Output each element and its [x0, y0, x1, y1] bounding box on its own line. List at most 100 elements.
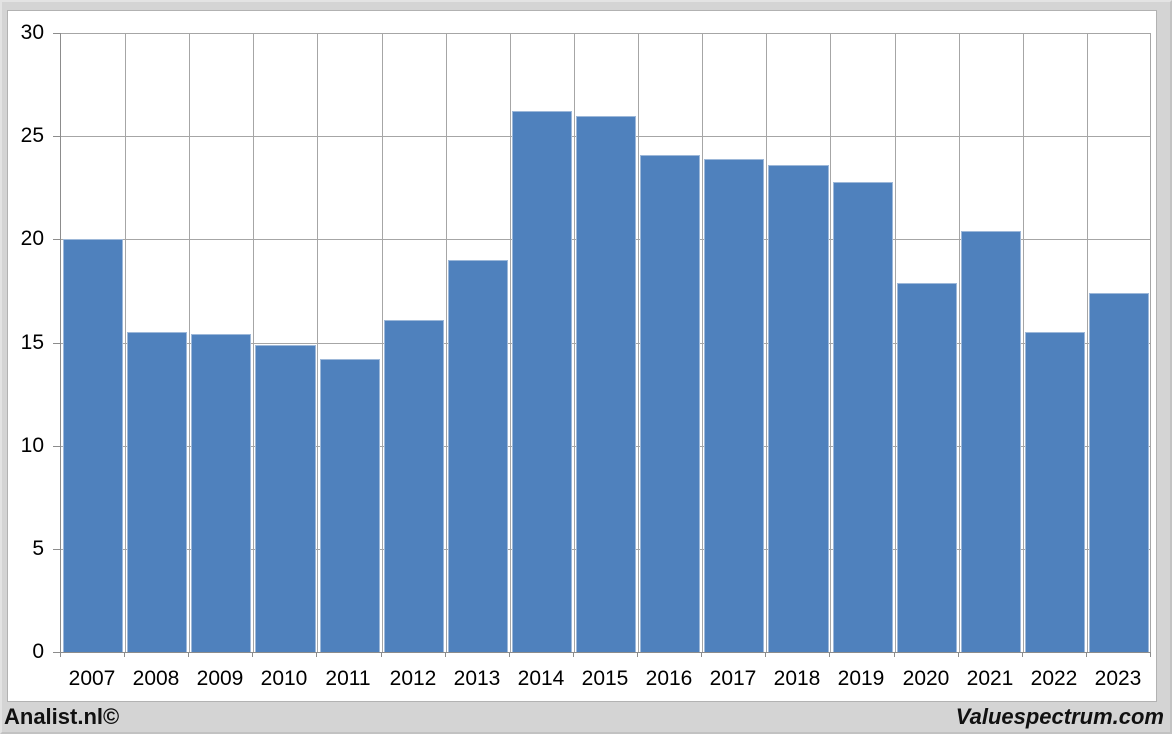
- y-axis-tick-10: [53, 446, 60, 447]
- x-axis-tick-1: [124, 652, 125, 657]
- bar-2019: [832, 181, 893, 652]
- bar-column-2008: [125, 33, 189, 652]
- bar-2017: [704, 158, 765, 652]
- h-gridline-30: [61, 33, 1151, 34]
- y-axis-tick-30: [53, 33, 60, 34]
- v-gridline-15: [1023, 33, 1024, 652]
- footer-band: Analist.nl© Valuespectrum.com: [2, 702, 1170, 732]
- bar-column-2014: [510, 33, 574, 652]
- bar-2020: [896, 282, 957, 652]
- bar-2008: [127, 332, 188, 652]
- x-axis-tick-11: [765, 652, 766, 657]
- x-axis-label-2017: 2017: [709, 667, 757, 690]
- x-axis-label-2014: 2014: [517, 667, 565, 690]
- plot-area: [60, 33, 1151, 653]
- x-axis-tick-14: [958, 652, 959, 657]
- v-gridline-16: [1087, 33, 1088, 652]
- x-axis-label-2018: 2018: [773, 667, 821, 690]
- x-axis-label-2022: 2022: [1030, 667, 1078, 690]
- v-gridline-5: [382, 33, 383, 652]
- v-gridline-17: [1150, 33, 1151, 652]
- bar-column-2012: [382, 33, 446, 652]
- x-axis-tick-10: [701, 652, 702, 657]
- y-axis-tick-0: [53, 652, 60, 653]
- v-gridline-4: [317, 33, 318, 652]
- chart-panel: 0 5 10 15 20 25 30 2007 2008 2009 2010 2011 2012 2013…: [7, 10, 1157, 702]
- x-axis-label-2012: 2012: [389, 667, 437, 690]
- bar-2015: [576, 115, 637, 652]
- x-axis-tick-6: [445, 652, 446, 657]
- x-axis-tick-4: [316, 652, 317, 657]
- x-axis-tick-12: [829, 652, 830, 657]
- bar-column-2018: [766, 33, 830, 652]
- x-axis-tick-8: [573, 652, 574, 657]
- bar-2011: [319, 359, 380, 652]
- x-axis-tick-15: [1022, 652, 1023, 657]
- bar-2013: [447, 259, 508, 652]
- y-axis-label-25: 25: [20, 124, 44, 147]
- bar-2009: [191, 334, 252, 652]
- x-axis-label-2007: 2007: [68, 667, 116, 690]
- y-axis-label-15: 15: [20, 331, 44, 354]
- x-axis-label-2010: 2010: [260, 667, 308, 690]
- bar-2018: [768, 165, 829, 652]
- x-axis-tick-7: [509, 652, 510, 657]
- y-axis-tick-20: [53, 239, 60, 240]
- bar-2022: [1024, 332, 1085, 652]
- bar-2014: [511, 111, 572, 652]
- bar-column-2016: [638, 33, 702, 652]
- bar-2016: [640, 154, 701, 652]
- y-axis-tick-15: [53, 343, 60, 344]
- v-gridline-3: [253, 33, 254, 652]
- x-axis-label-2019: 2019: [837, 667, 885, 690]
- bar-column-2019: [831, 33, 895, 652]
- v-gridline-9: [638, 33, 639, 652]
- bar-column-2017: [702, 33, 766, 652]
- y-axis-label-5: 5: [32, 537, 44, 560]
- y-axis-label-0: 0: [32, 640, 44, 663]
- y-axis-label-30: 30: [20, 21, 44, 44]
- bar-2021: [960, 231, 1021, 652]
- y-axis-tick-5: [53, 549, 60, 550]
- x-axis-label-2011: 2011: [325, 667, 371, 690]
- bar-column-2013: [446, 33, 510, 652]
- v-gridline-7: [510, 33, 511, 652]
- x-axis-tick-5: [381, 652, 382, 657]
- x-axis-label-2008: 2008: [132, 667, 180, 690]
- bar-column-2007: [61, 33, 125, 652]
- x-axis-label-2013: 2013: [453, 667, 501, 690]
- bar-2023: [1089, 292, 1150, 652]
- v-gridline-13: [895, 33, 896, 652]
- y-axis-label-10: 10: [20, 434, 44, 457]
- x-axis-tick-13: [894, 652, 895, 657]
- y-axis-tick-25: [53, 136, 60, 137]
- v-gridline-11: [766, 33, 767, 652]
- v-gridline-12: [830, 33, 831, 652]
- x-axis-tick-0: [60, 652, 61, 657]
- v-gridline-2: [189, 33, 190, 652]
- x-axis-label-2016: 2016: [645, 667, 693, 690]
- x-axis-tick-17: [1150, 652, 1151, 657]
- v-gridline-10: [702, 33, 703, 652]
- v-gridline-8: [574, 33, 575, 652]
- bar-2012: [383, 319, 444, 652]
- v-gridline-1: [125, 33, 126, 652]
- bar-column-2022: [1023, 33, 1087, 652]
- v-gridline-6: [446, 33, 447, 652]
- bar-2010: [255, 344, 316, 652]
- bar-column-2010: [253, 33, 317, 652]
- y-axis-label-20: 20: [20, 227, 44, 250]
- x-axis-tick-3: [252, 652, 253, 657]
- bar-series: [61, 33, 1151, 652]
- x-axis-tick-16: [1086, 652, 1087, 657]
- brand-analist: Analist.nl©: [4, 704, 120, 729]
- bar-column-2023: [1087, 33, 1151, 652]
- x-axis-tick-9: [637, 652, 638, 657]
- x-axis-tick-2: [188, 652, 189, 657]
- bar-column-2015: [574, 33, 638, 652]
- x-axis-label-2021: 2021: [966, 667, 1014, 690]
- bar-column-2011: [318, 33, 382, 652]
- bar-2007: [63, 239, 124, 652]
- x-axis-label-2023: 2023: [1094, 667, 1142, 690]
- brand-valuespectrum: Valuespectrum.com: [955, 704, 1164, 729]
